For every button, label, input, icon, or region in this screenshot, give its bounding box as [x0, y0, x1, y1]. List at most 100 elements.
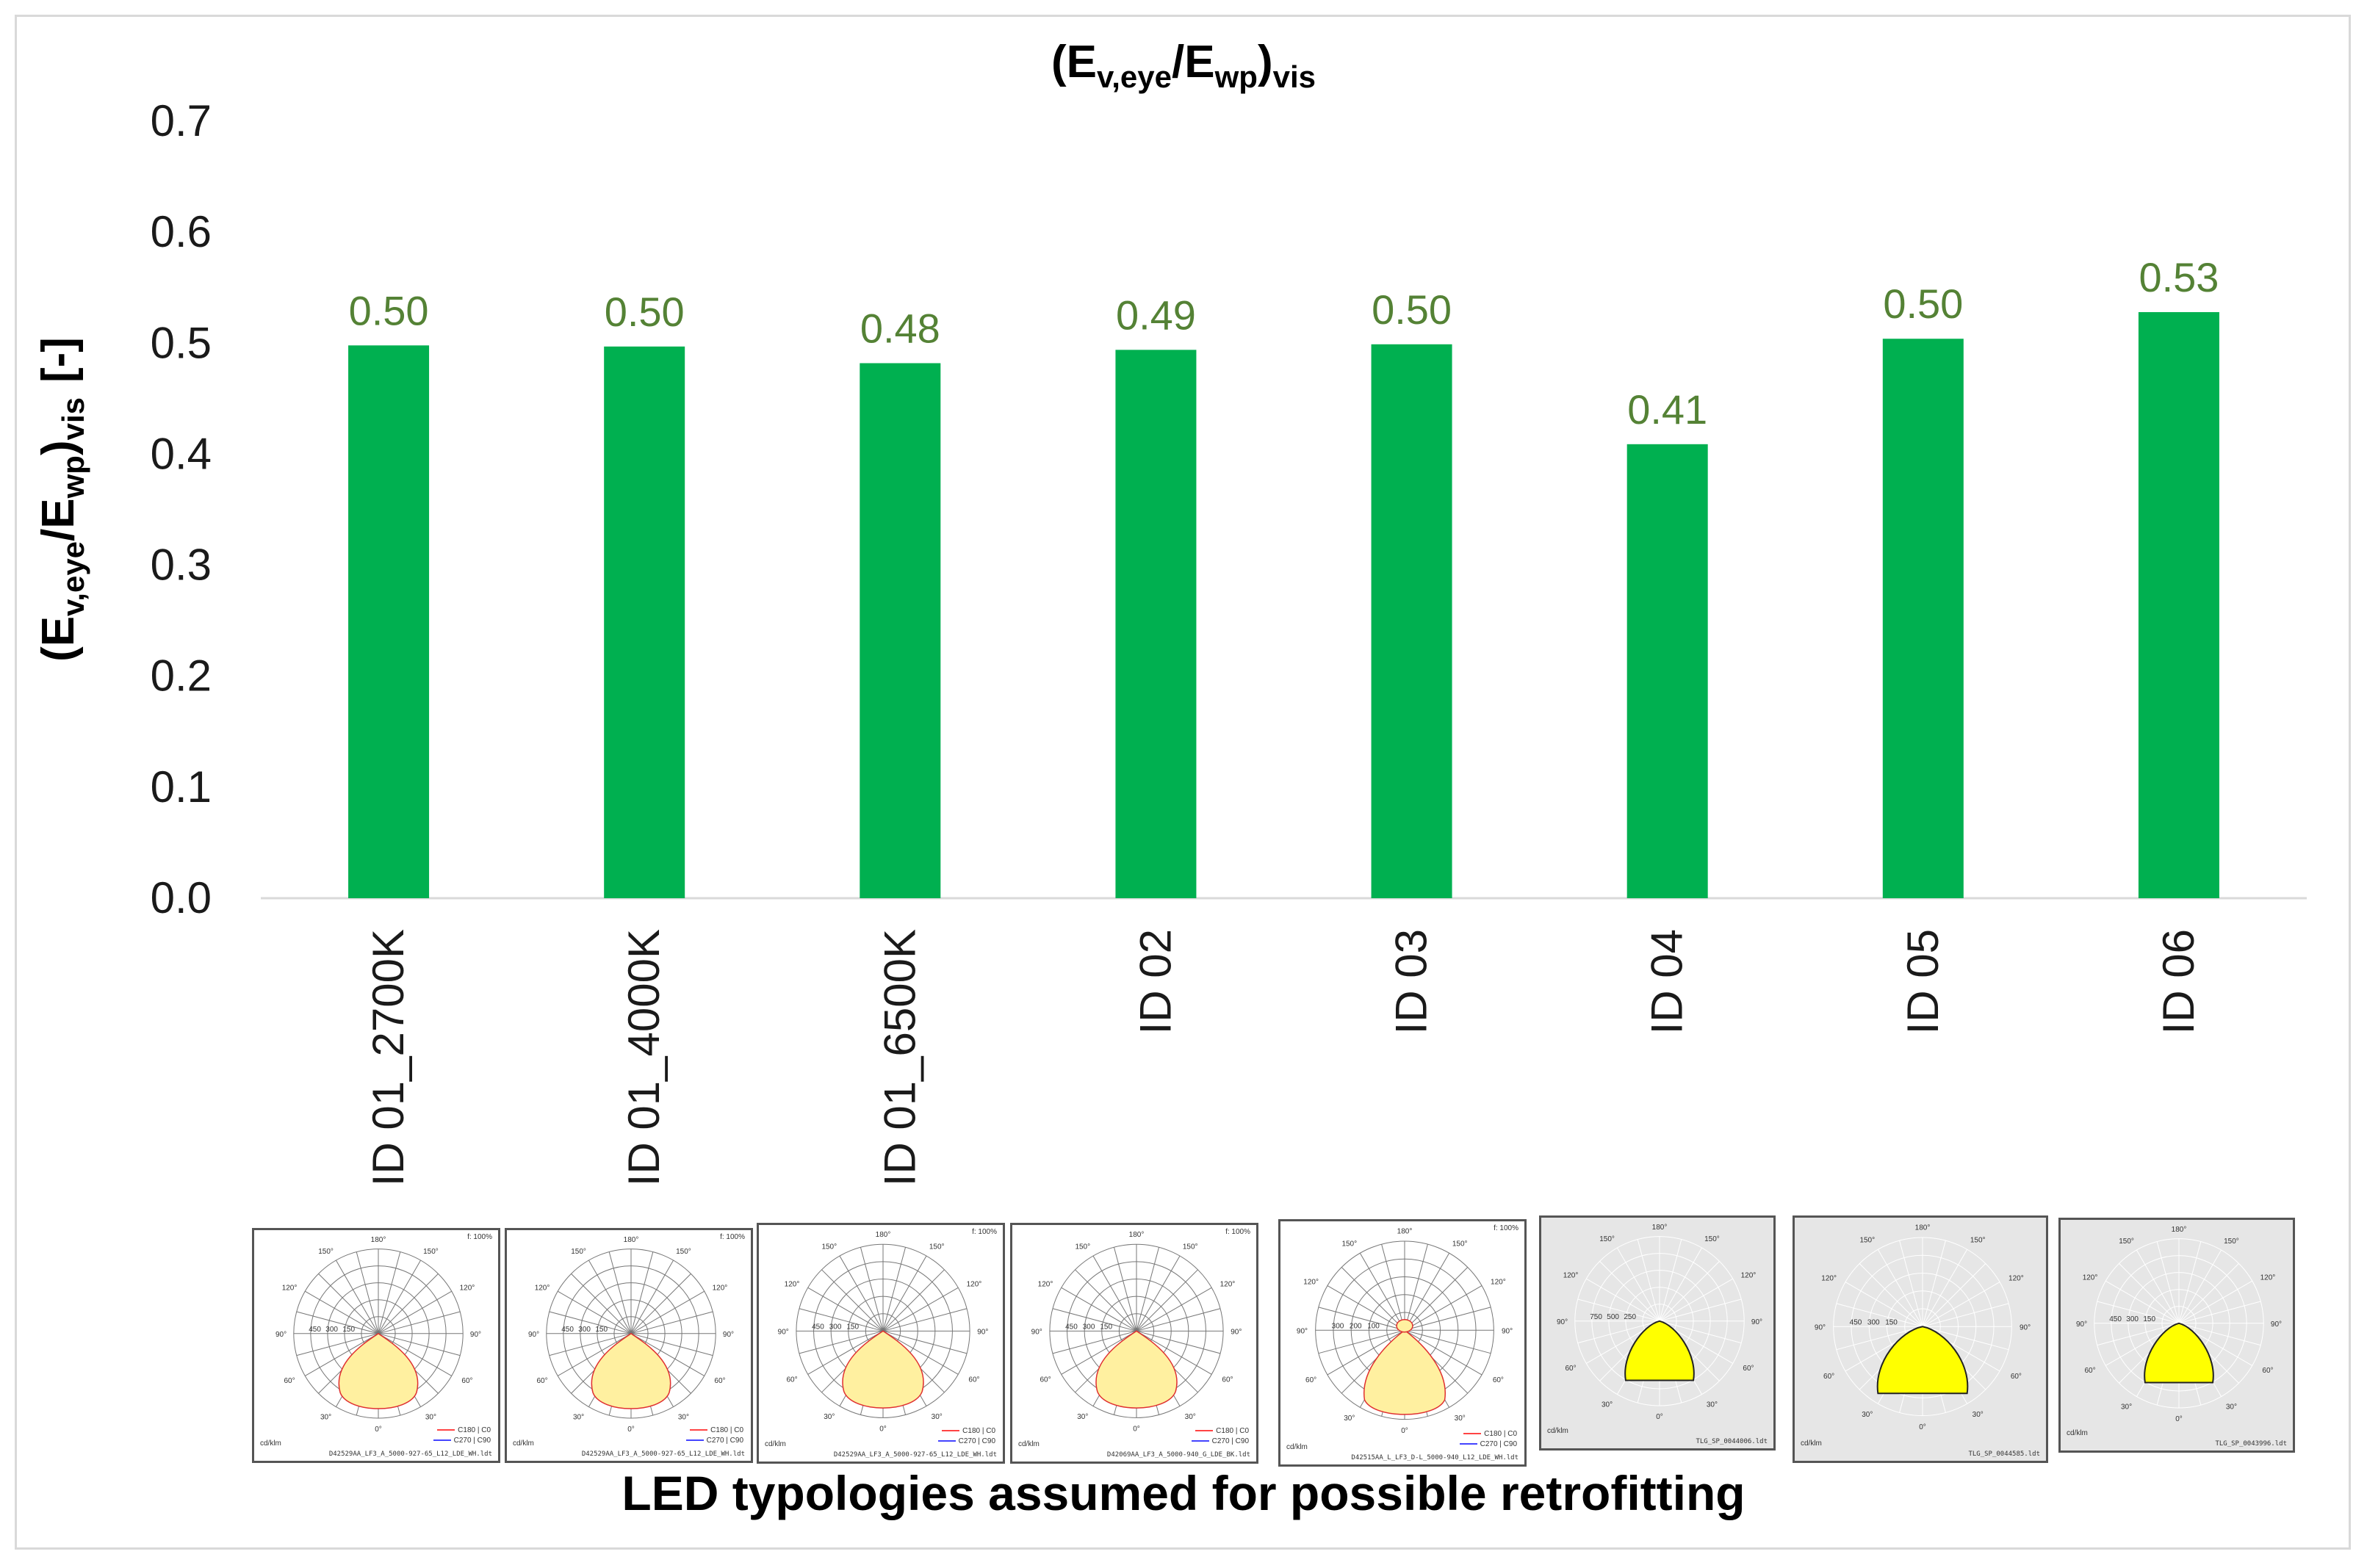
polar-angle-label: 90° [1557, 1318, 1568, 1326]
polar-diagram: 180° 150° 150° 120° 120° 90° 90° 60° 60° 30° 30° 0°… [1557, 1224, 1762, 1421]
polar-angle-label: 30° [1185, 1413, 1196, 1421]
polar-spoke [1381, 1243, 1405, 1331]
polar-spoke [335, 1260, 379, 1334]
polar-angle-label: 0° [375, 1426, 382, 1434]
polar-spoke [1659, 1298, 1742, 1322]
polar-angle-label: 180° [371, 1236, 386, 1244]
polar-angle-label: 150° [1859, 1236, 1875, 1244]
polar-diagram-panel: 180° 150° 150° 120° 120° 90° 90° 60° 60° 30° 30° 0°… [2058, 1218, 2295, 1453]
polar-spoke [1061, 1330, 1137, 1375]
polar-angle-label: 120° [1741, 1271, 1757, 1279]
polar-spoke [1922, 1282, 2000, 1327]
polar-angle-label: 30° [1972, 1411, 1984, 1419]
polar-spoke [1136, 1269, 1198, 1332]
polar-angle-label: 180° [876, 1231, 891, 1239]
polar-spoke [1404, 1267, 1469, 1331]
polar-spoke [1404, 1329, 1491, 1354]
upward-light-lobe [1396, 1318, 1413, 1333]
polar-ring-label: 300 [325, 1326, 338, 1334]
panel-legend-entry: C180 | C0 [938, 1426, 995, 1437]
polar-spoke [1577, 1320, 1660, 1344]
polar-angle-label: 60° [1493, 1376, 1504, 1384]
panel-file-caption: TLG_SP_0043996.ldt [2215, 1440, 2287, 1448]
polar-spoke [378, 1260, 422, 1334]
panel-file-caption: TLG_SP_0044585.ldt [1968, 1450, 2040, 1458]
polar-spoke [318, 1273, 379, 1334]
polar-ring-label: 450 [812, 1323, 824, 1331]
polar-spoke [1659, 1239, 1682, 1321]
panel-unit-label: cd/klm [1547, 1427, 1568, 1435]
polar-ring-label: 450 [309, 1326, 321, 1334]
polar-angle-label: 60° [284, 1377, 295, 1385]
polar-spoke [1836, 1303, 1923, 1327]
legend-text: C180 | C0 [458, 1426, 491, 1434]
polar-angle-label: 90° [778, 1328, 789, 1336]
polar-spoke [1052, 1330, 1137, 1354]
polar-angle-label: 30° [824, 1413, 835, 1421]
polar-spoke [378, 1251, 401, 1334]
polar-angle-label: 60° [461, 1377, 472, 1385]
legend-text: C180 | C0 [710, 1426, 743, 1434]
polar-diagram-panel: 180° 150° 150° 120° 120° 90° 90° 60° 60° 30° 30° 0°… [252, 1228, 500, 1463]
polar-ring-label: 100 [1367, 1322, 1380, 1330]
light-distribution-curve [591, 1332, 671, 1409]
polar-spoke [378, 1311, 461, 1334]
x-category-label: ID 01_4000K [619, 929, 669, 1186]
polar-spoke [557, 1333, 632, 1376]
polar-angle-label: 120° [1491, 1279, 1506, 1287]
x-category-label: ID 02 [1131, 929, 1180, 1034]
polar-spoke [378, 1290, 453, 1334]
polar-ring-label: 150 [2143, 1315, 2155, 1323]
panel-legend: C180 | C0 C270 | C90 [1459, 1429, 1517, 1450]
polar-spoke [1659, 1260, 1720, 1322]
polar-ring-label: 300 [1867, 1318, 1880, 1326]
polar-angle-label: 30° [320, 1414, 331, 1422]
polar-spoke [799, 1308, 884, 1332]
polar-angle-label: 120° [1303, 1279, 1319, 1287]
polar-spoke [1136, 1330, 1221, 1354]
polar-angle-label: 30° [678, 1414, 689, 1422]
polar-ring-label: 300 [1083, 1323, 1095, 1331]
polar-spoke [630, 1251, 654, 1334]
polar-angle-label: 120° [1220, 1280, 1236, 1288]
polar-spoke [378, 1333, 461, 1356]
polar-angle-label: 90° [723, 1331, 734, 1339]
polar-angle-label: 90° [977, 1328, 988, 1336]
x-category-label: ID 06 [2154, 929, 2203, 1034]
polar-ring-label: 750 [1590, 1313, 1602, 1321]
polar-angle-label: 90° [1815, 1323, 1826, 1332]
chart-title: (Ev,eye/Ewp)vis [1051, 37, 1316, 94]
polar-angle-label: 60° [1565, 1365, 1576, 1373]
polar-spoke [1659, 1278, 1734, 1322]
polar-spoke [304, 1290, 379, 1334]
polar-angle-label: 120° [1563, 1271, 1579, 1279]
polar-angle-label: 150° [571, 1248, 586, 1256]
panel-unit-label: cd/klm [1286, 1443, 1308, 1451]
panel-legend-entry: C180 | C0 [433, 1426, 491, 1436]
polar-spoke [1327, 1329, 1405, 1376]
x-category-label: ID 01_6500K [875, 929, 924, 1186]
polar-spoke [882, 1308, 968, 1332]
panel-percent-label: f: 100% [1225, 1228, 1250, 1236]
y-tick-label: 0.4 [151, 429, 212, 478]
polar-spoke [608, 1251, 632, 1334]
polar-spoke [807, 1287, 884, 1332]
bar [2138, 311, 2219, 899]
polar-angle-label: 120° [1038, 1280, 1053, 1288]
polar-diagram: 180° 150° 150° 120° 120° 90° 90° 60° 60° 30° 30° 0°… [1031, 1231, 1242, 1433]
panel-unit-label: cd/klm [1018, 1440, 1040, 1448]
legend-swatch [942, 1430, 960, 1432]
polar-diagram-panel: 180° 150° 150° 120° 120° 90° 90° 60° 60° 30° 30° 0°… [1539, 1215, 1776, 1450]
polar-spoke [1616, 1247, 1660, 1322]
polar-angle-label: 120° [535, 1284, 550, 1292]
polar-angle-label: 60° [2011, 1373, 2022, 1381]
polar-angle-label: 0° [1919, 1423, 1926, 1431]
polar-diagram-panel: 180° 150° 150° 120° 120° 90° 90° 60° 60° 30° 30° 0°… [505, 1228, 753, 1463]
polar-spoke [882, 1269, 945, 1332]
polar-angle-label: 60° [1040, 1376, 1051, 1384]
legend-text: C270 | C90 [958, 1437, 995, 1445]
y-tick-label: 0.7 [151, 96, 212, 145]
polar-spoke [1404, 1285, 1482, 1331]
polar-angle-label: 90° [1751, 1318, 1762, 1326]
polar-spoke [630, 1290, 705, 1334]
